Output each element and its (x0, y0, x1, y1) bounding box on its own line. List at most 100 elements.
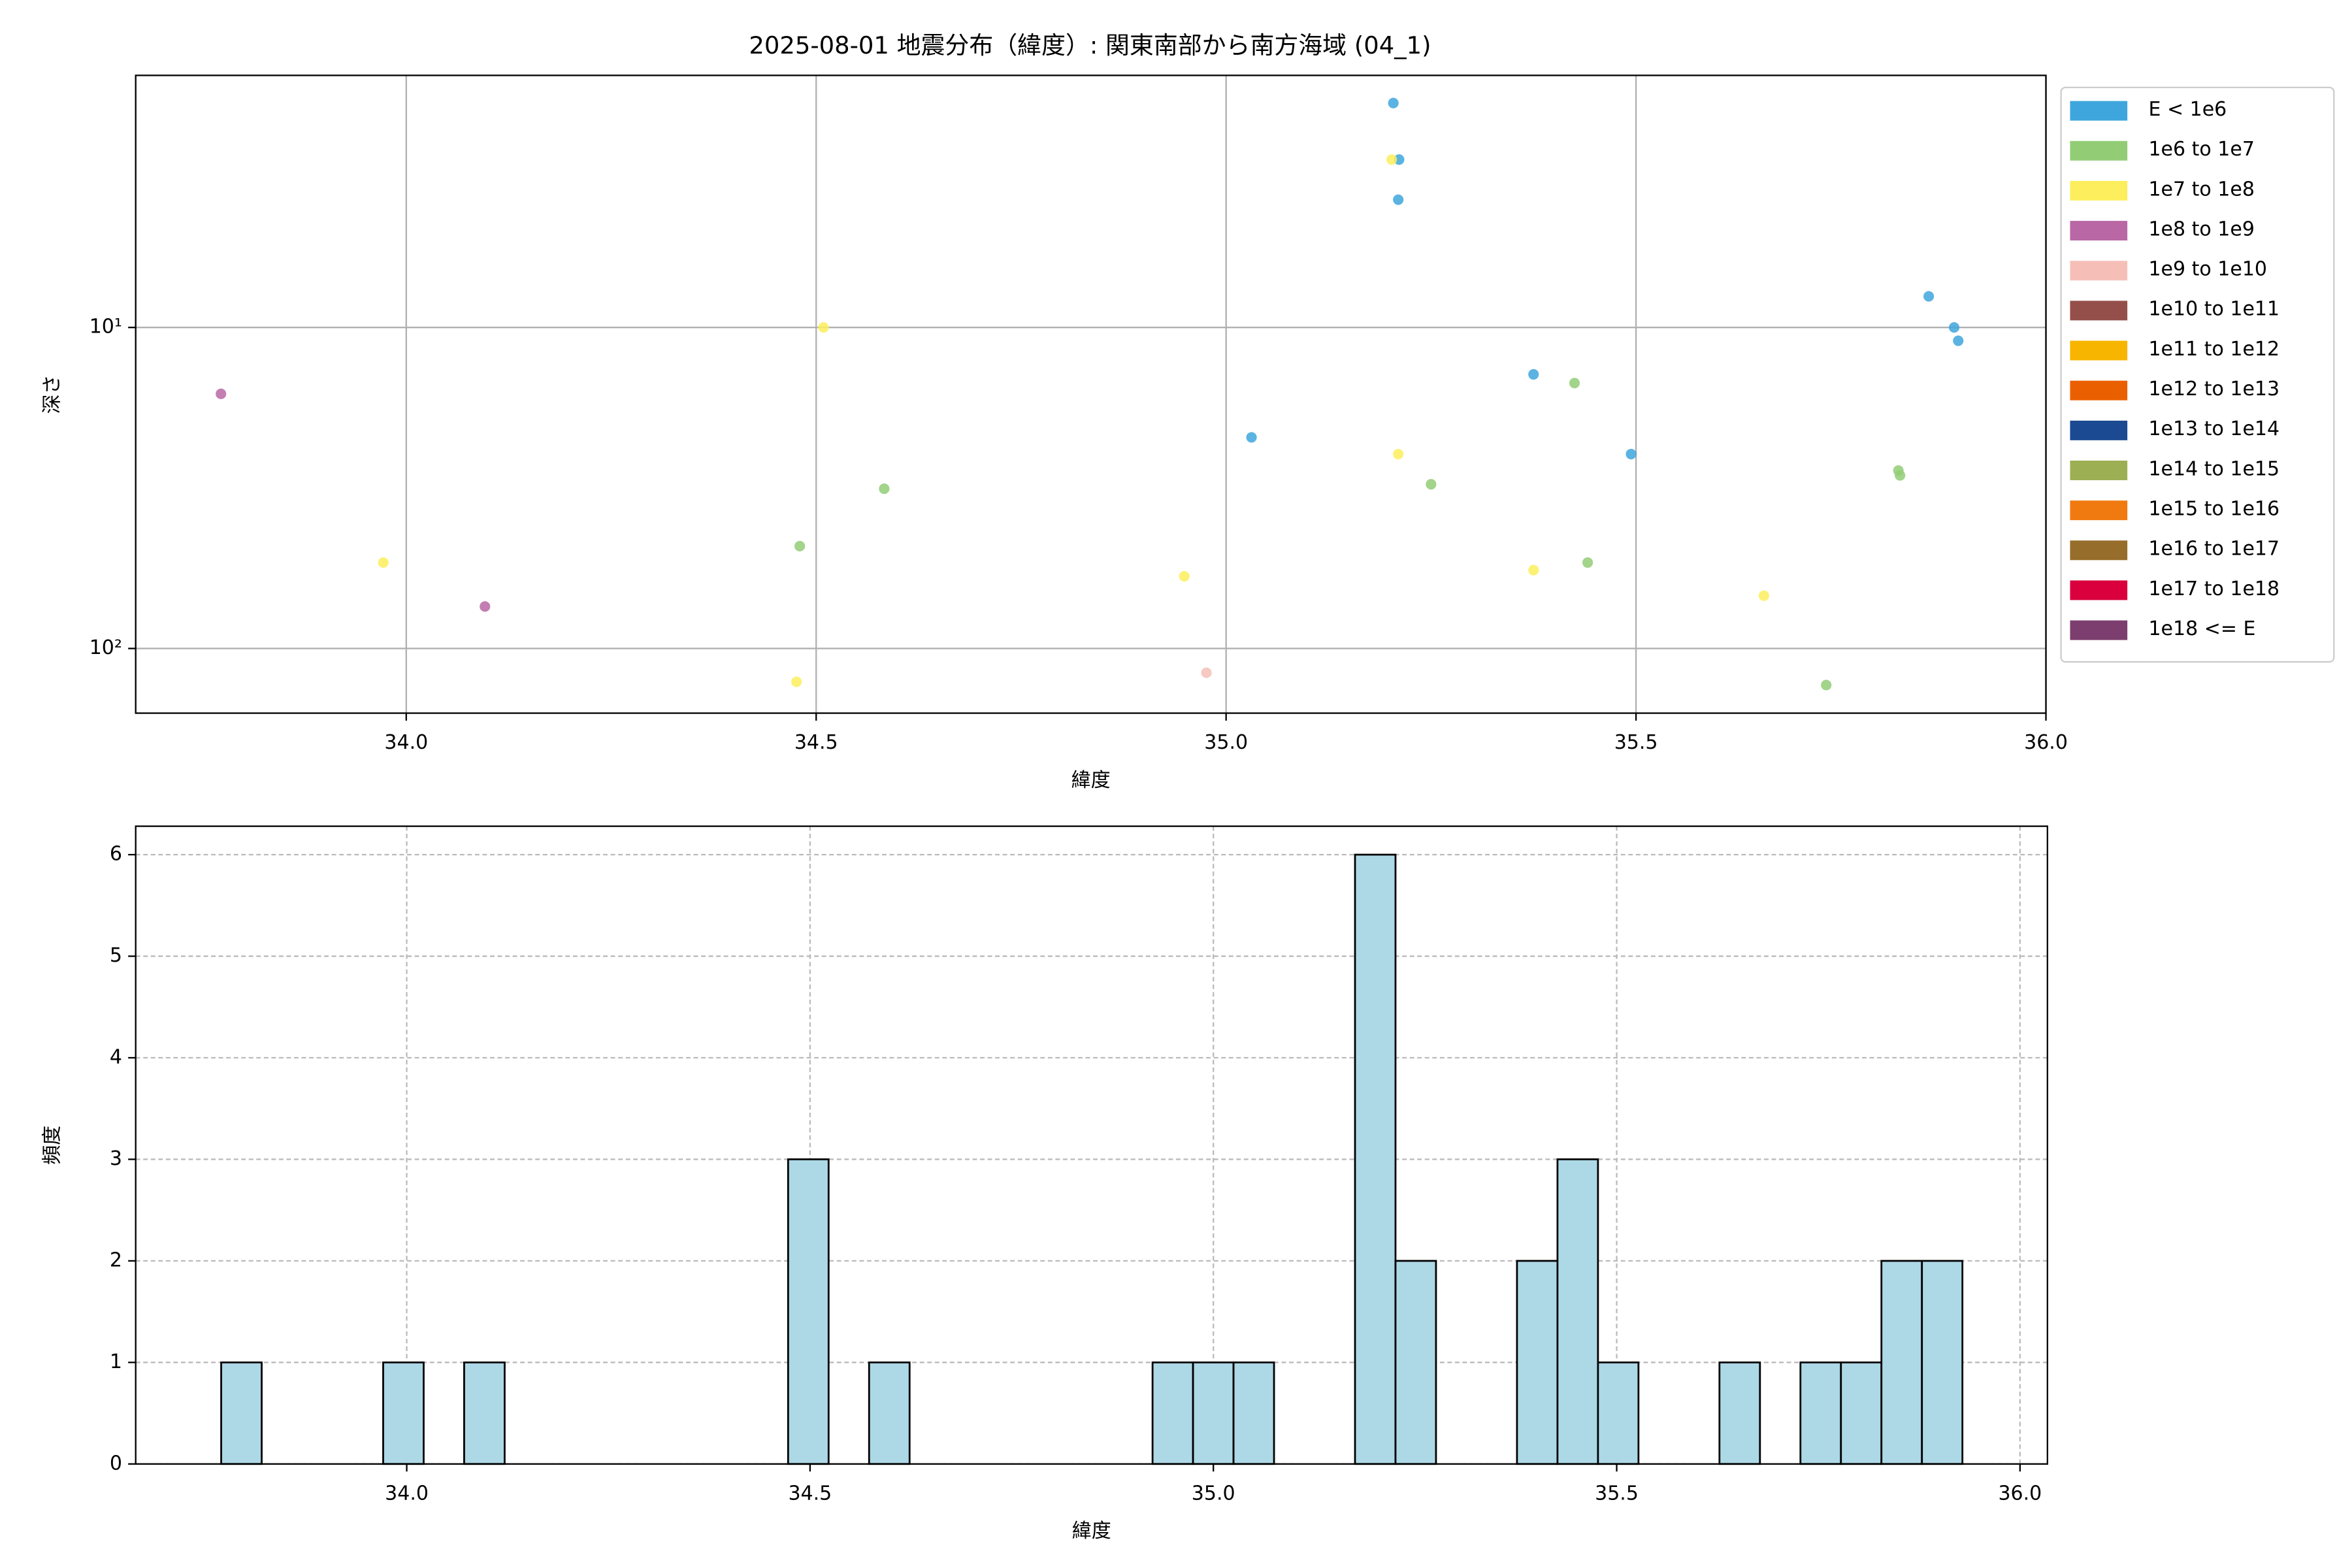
data-point (1923, 291, 1935, 302)
legend-swatch (2070, 500, 2128, 521)
legend-swatch (2070, 140, 2128, 161)
y-axis-label: 頻度 (41, 1126, 63, 1165)
data-point (879, 483, 890, 495)
histogram-bar (1394, 1260, 1437, 1465)
histogram-bar (1799, 1361, 1842, 1465)
x-tick-label: 34.5 (788, 1482, 832, 1505)
x-tick-label: 35.5 (1595, 1482, 1639, 1505)
data-point (216, 388, 227, 399)
data-point (1179, 571, 1190, 582)
legend-label: 1e15 to 1e16 (2148, 498, 2279, 521)
y-axis-label: 深さ (41, 374, 63, 414)
y-tick-label: 10² (90, 636, 122, 659)
data-point (480, 601, 491, 612)
data-point (1625, 448, 1637, 460)
data-point (1569, 378, 1580, 389)
legend-swatch (2070, 580, 2128, 600)
y-tick-label: 1 (110, 1350, 122, 1373)
y-tick-label: 4 (110, 1046, 122, 1069)
data-point (1426, 479, 1437, 490)
legend-label: 1e12 to 1e13 (2148, 378, 2279, 400)
histogram-bar (1516, 1260, 1559, 1465)
plot-frame (135, 825, 2048, 1465)
histogram-bar (1921, 1260, 1964, 1465)
histogram-bar (382, 1361, 425, 1465)
histogram-bar (1192, 1361, 1235, 1465)
histogram-bar (1880, 1260, 1923, 1465)
legend-swatch (2070, 420, 2128, 440)
histogram-bar (1354, 853, 1397, 1465)
x-axis-label: 緯度 (1072, 1520, 1111, 1543)
histogram-bar (1232, 1361, 1275, 1465)
data-point (1201, 667, 1212, 678)
histogram-bar (1840, 1361, 1883, 1465)
x-tick-label: 35.0 (1204, 731, 1248, 754)
y-tick-label: 3 (110, 1147, 122, 1170)
data-point (1393, 194, 1404, 205)
data-point (378, 557, 389, 568)
legend-label: 1e13 to 1e14 (2148, 417, 2279, 440)
legend-label: 1e18 <= E (2148, 617, 2255, 640)
y-tick-label: 5 (110, 944, 122, 967)
x-tick-label: 34.5 (794, 731, 838, 754)
legend-swatch (2070, 101, 2128, 121)
legend-swatch (2070, 221, 2128, 241)
data-point (791, 676, 802, 687)
legend-label: 1e9 to 1e10 (2148, 258, 2267, 281)
legend-swatch (2070, 620, 2128, 640)
histogram-bar (787, 1158, 830, 1465)
histogram-bar (868, 1361, 911, 1465)
legend-swatch (2070, 301, 2128, 321)
legend-swatch (2070, 461, 2128, 480)
plot-frame (135, 74, 2047, 714)
histogram-bar (1718, 1361, 1761, 1465)
legend-swatch (2070, 261, 2128, 281)
x-tick-label: 35.5 (1614, 731, 1658, 754)
data-point (1394, 154, 1405, 165)
histogram-bar (220, 1361, 263, 1465)
x-tick-label: 36.0 (2024, 731, 2068, 754)
histogram-bar (1151, 1361, 1194, 1465)
data-point (818, 322, 829, 333)
x-axis-label: 緯度 (1071, 769, 1111, 792)
chart-title: 2025-08-01 地震分布（緯度）: 関東南部から南方海域 (04_1) (749, 31, 1431, 59)
legend-label: 1e11 to 1e12 (2148, 338, 2279, 361)
data-point (1528, 368, 1539, 380)
legend-label: 1e17 to 1e18 (2148, 578, 2279, 600)
legend-swatch (2070, 180, 2128, 201)
y-tick-label: 2 (110, 1249, 122, 1271)
legend-box (2060, 86, 2335, 663)
legend-label: 1e6 to 1e7 (2148, 138, 2254, 161)
legend-label: 1e14 to 1e15 (2148, 457, 2279, 480)
x-tick-label: 34.0 (384, 731, 428, 754)
legend-label: E < 1e6 (2148, 98, 2227, 121)
data-point (1388, 97, 1399, 108)
histogram-bar (1556, 1158, 1599, 1465)
legend-swatch (2070, 380, 2128, 400)
x-tick-label: 35.0 (1192, 1482, 1235, 1505)
y-tick-label: 10¹ (90, 316, 122, 338)
data-point (1948, 322, 1960, 333)
data-point (1582, 557, 1593, 568)
legend-swatch (2070, 540, 2128, 561)
y-tick-label: 0 (110, 1452, 122, 1475)
histogram-bar (463, 1361, 506, 1465)
legend-label: 1e8 to 1e9 (2148, 218, 2254, 240)
data-point (1393, 448, 1404, 460)
x-tick-label: 34.0 (385, 1482, 429, 1505)
data-point (1758, 590, 1769, 601)
legend-label: 1e7 to 1e8 (2148, 178, 2254, 201)
data-point (1386, 154, 1397, 165)
y-tick-label: 6 (110, 843, 122, 866)
histogram-bar (1597, 1361, 1640, 1465)
data-point (1528, 564, 1539, 576)
data-point (1953, 335, 1964, 346)
x-tick-label: 36.0 (1998, 1482, 2042, 1505)
legend-label: 1e10 to 1e11 (2148, 298, 2279, 321)
legend-swatch (2070, 340, 2128, 361)
data-point (1821, 679, 1832, 691)
data-point (1895, 470, 1906, 481)
